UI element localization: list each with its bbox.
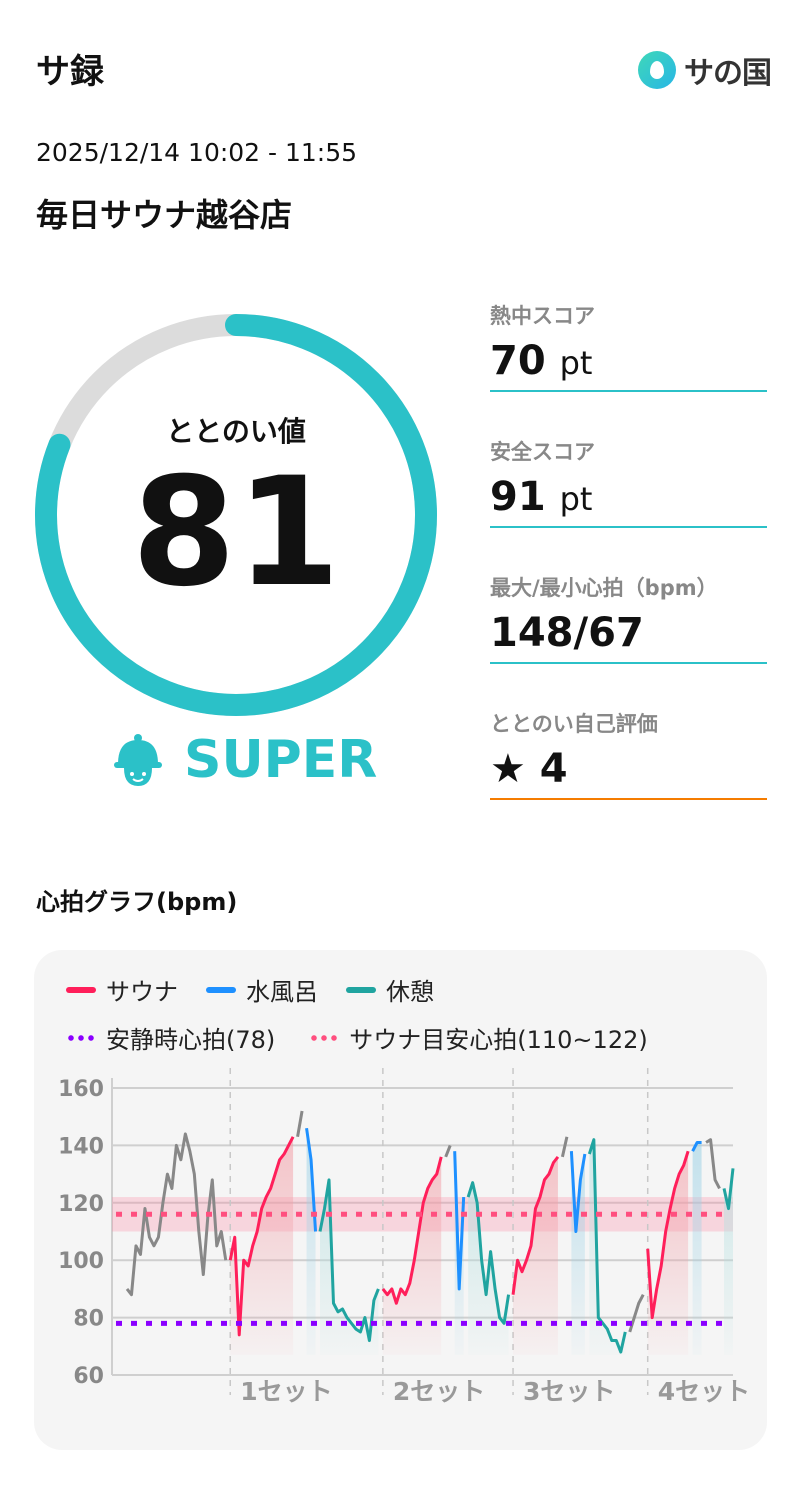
- set-label: 3セット: [523, 1377, 615, 1406]
- legend-rest: 休憩: [346, 972, 434, 1007]
- self-rating: ととのい自己評価 ★ 4: [490, 708, 767, 800]
- stat-value: 70: [490, 338, 546, 384]
- legend-resting-hr: 安静時心拍(78): [66, 1020, 275, 1055]
- cold-line: [305, 1127, 318, 1232]
- legend-sauna-target: サウナ目安心拍(110~122): [309, 1020, 648, 1055]
- other-line: [705, 1138, 721, 1190]
- stat-value: 148/67: [490, 610, 644, 656]
- brand-logo: サの国: [638, 48, 772, 92]
- other-line: [125, 1132, 228, 1297]
- safety-score: 安全スコア 91 pt: [490, 436, 767, 528]
- logo-text: サの国: [684, 56, 772, 91]
- rank-badge: SUPER: [110, 730, 377, 790]
- sauna-area: [382, 1156, 442, 1355]
- rank-text: SUPER: [184, 730, 378, 790]
- y-tick-label: 60: [73, 1364, 104, 1389]
- rest-area: [320, 1179, 379, 1355]
- totonoi-gauge: [35, 314, 437, 716]
- gauge-fill: [35, 314, 437, 716]
- cold-area: [692, 1142, 702, 1355]
- sauna-area: [513, 1156, 558, 1355]
- sauna-line: [381, 1156, 443, 1305]
- cold-line: [453, 1151, 466, 1291]
- other-line: [444, 1144, 452, 1158]
- water-drop-icon: [638, 51, 676, 89]
- chart-title: 心拍グラフ(bpm): [36, 888, 238, 916]
- set-label: 4セット: [658, 1377, 750, 1406]
- stat-label: ととのい自己評価: [490, 712, 658, 736]
- y-tick-label: 140: [58, 1134, 104, 1159]
- session-datetime: 2025/12/14 10:02 - 11:55: [36, 138, 358, 167]
- other-line: [560, 1136, 569, 1158]
- page-title: サ録: [36, 52, 104, 92]
- stat-value: ★ 4: [490, 746, 568, 792]
- sauna-area: [647, 1151, 689, 1355]
- legend-row-2: 安静時心拍(78) サウナ目安心拍(110~122): [66, 1020, 648, 1055]
- gauge-label: ととのい値: [166, 415, 306, 448]
- rest-line: [318, 1178, 380, 1343]
- sauna-hat-icon: [114, 734, 162, 786]
- sauna-area: [230, 1136, 294, 1355]
- cold-area: [454, 1151, 464, 1355]
- gauge-value: 81: [131, 446, 341, 620]
- y-tick-label: 100: [58, 1249, 104, 1274]
- rest-line: [466, 1181, 511, 1325]
- cold-line: [691, 1141, 702, 1152]
- facility-name: 毎日サウナ越谷店: [36, 196, 293, 234]
- y-tick-label: 160: [58, 1077, 104, 1102]
- heart-rate-range: 最大/最小心拍（bpm） 148/67: [490, 572, 767, 664]
- cold-line: [569, 1151, 587, 1233]
- set-label: 1セット: [240, 1377, 332, 1406]
- rest-line: [587, 1138, 627, 1354]
- legend-cold-bath: 水風呂: [206, 972, 318, 1007]
- y-tick-label: 120: [58, 1192, 104, 1217]
- heart-rate-chart: 160 140 120 100 80 60 1セット 2セット 3セット 4セット: [58, 1068, 750, 1406]
- sauna-line: [511, 1155, 560, 1295]
- rest-line: [722, 1168, 735, 1211]
- other-line: [628, 1293, 645, 1333]
- other-line: [296, 1110, 304, 1138]
- stat-value: 91: [490, 474, 546, 520]
- cold-area: [306, 1128, 316, 1355]
- stat-unit: pt: [559, 480, 593, 518]
- stat-label: 熱中スコア: [490, 304, 595, 328]
- stat-label: 安全スコア: [490, 440, 595, 464]
- cold-area: [571, 1151, 585, 1355]
- legend-row-1: サウナ 水風呂 休憩: [66, 972, 434, 1007]
- legend-sauna: サウナ: [66, 972, 178, 1007]
- y-tick-label: 80: [73, 1307, 104, 1332]
- set-label: 2セット: [393, 1377, 485, 1406]
- sauna-line: [228, 1136, 295, 1337]
- stat-label: 最大/最小心拍（bpm）: [490, 576, 718, 600]
- heat-score: 熱中スコア 70 pt: [490, 300, 767, 392]
- sauna-line: [646, 1150, 690, 1320]
- heart-rate-card: サウナ 水風呂 休憩 安静時心拍(78) サウナ目安心拍(110~122) 16…: [34, 950, 767, 1450]
- rest-area: [724, 1168, 733, 1355]
- stat-unit: pt: [559, 344, 593, 382]
